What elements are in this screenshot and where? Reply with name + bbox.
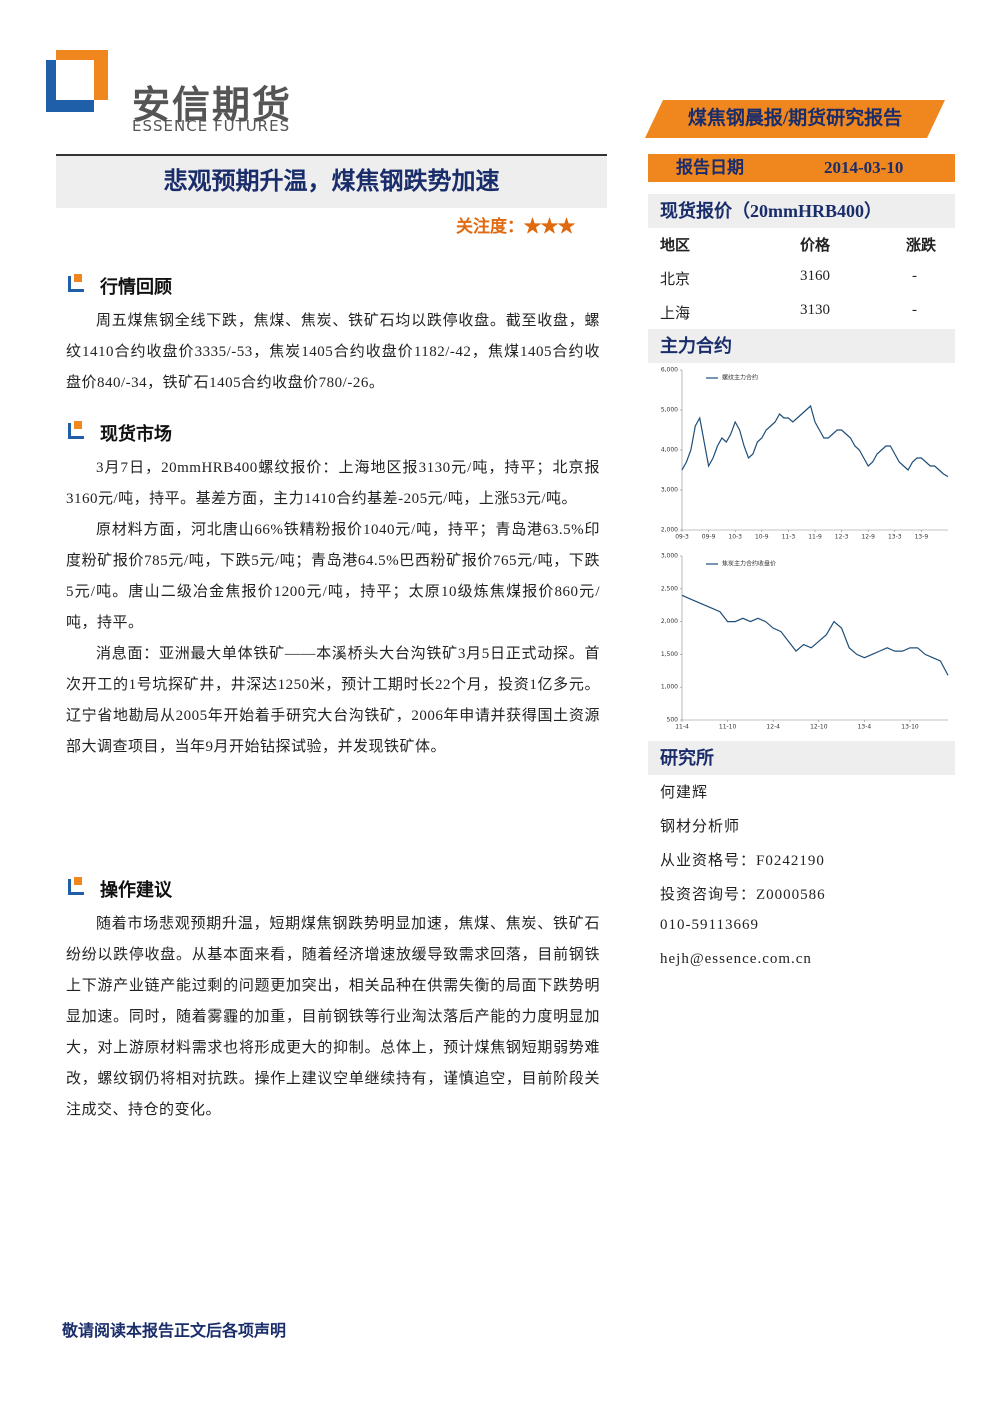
x-tick-label: 11-10	[719, 724, 737, 731]
y-tick-label: 2,500	[661, 585, 678, 592]
attention: 关注度：★★★	[456, 217, 575, 236]
research-line: 010-59113669	[660, 917, 759, 933]
y-tick-label: 3,000	[661, 553, 678, 560]
section-heading: 操作建议	[100, 880, 172, 900]
section-heading: 行情回顾	[100, 277, 172, 297]
table-header: 涨跌	[906, 238, 937, 254]
y-tick-label: 500	[667, 717, 679, 724]
report-tag: 煤焦钢晨报/期货研究报告	[645, 100, 945, 138]
x-tick-label: 13-3	[888, 534, 902, 541]
paragraph: 周五煤焦钢全线下跌，焦煤、焦炭、铁矿石均以跌停收盘。截至收盘，螺纹1410合约收…	[66, 313, 600, 391]
y-tick-label: 2,000	[661, 527, 678, 534]
x-tick-label: 13-4	[858, 724, 872, 731]
research-line: 从业资格号：F0242190	[660, 853, 825, 869]
legend-label: 焦炭主力合约收盘价	[722, 560, 776, 568]
logo-cn: 安信期货	[132, 83, 293, 127]
research-line: 何建辉	[660, 785, 709, 801]
section-icon-accent	[74, 274, 82, 282]
footer: 敬请阅读本报告正文后各项声明	[62, 1323, 287, 1340]
x-tick-label: 12-10	[810, 724, 828, 731]
table-cell: 上海	[660, 306, 691, 322]
y-tick-label: 1,000	[661, 684, 678, 691]
section-icon-accent	[74, 877, 82, 885]
x-tick-label: 10-3	[728, 534, 742, 541]
legend-label: 螺纹主力合约	[722, 374, 758, 382]
paragraph: 随着市场悲观预期升温，短期煤焦钢跌势明显加速，焦煤、焦炭、铁矿石纷纷以跌停收盘。…	[66, 916, 600, 1118]
x-tick-label: 12-3	[835, 534, 849, 541]
table-header: 地区	[660, 238, 691, 254]
research-line: 钢材分析师	[660, 819, 741, 835]
research-heading: 研究所	[648, 741, 955, 775]
line-series	[681, 594, 949, 676]
y-tick-label: 6,000	[661, 367, 678, 374]
x-tick-label: 11-9	[808, 534, 822, 541]
y-tick-label: 2,000	[661, 618, 678, 625]
x-tick-label: 13-9	[915, 534, 929, 541]
table-header: 价格	[800, 238, 831, 254]
logo-mark	[46, 50, 108, 112]
y-tick-label: 4,000	[661, 447, 678, 454]
table-cell: 3160	[800, 268, 830, 284]
y-tick-label: 5,000	[661, 407, 678, 414]
x-tick-label: 11-3	[782, 534, 796, 541]
section-icon	[68, 879, 84, 895]
research-line: hejh@essence.com.cn	[660, 951, 812, 967]
chart: 2,000 3,000 4,000 5,000 6,000 09-3 09-9 10-3 10-…	[661, 367, 949, 541]
research-line: 投资咨询号：Z0000586	[660, 887, 826, 903]
table-cell: 北京	[660, 272, 691, 288]
date-bar: 报告日期 2014-03-10	[648, 154, 955, 182]
x-tick-label: 10-9	[755, 534, 769, 541]
section-icon	[68, 423, 84, 439]
date-label: 报告日期	[676, 158, 744, 177]
y-tick-label: 1,500	[661, 651, 678, 658]
table-cell: -	[912, 268, 917, 284]
x-tick-label: 09-3	[675, 534, 689, 541]
spot-heading: 现货报价（20mmHRB400）	[648, 194, 955, 228]
section-heading: 现货市场	[100, 424, 172, 444]
x-tick-label: 12-9	[861, 534, 875, 541]
date: 2014-03-10	[824, 158, 904, 177]
x-tick-label: 09-9	[702, 534, 716, 541]
paragraph: 原材料方面，河北唐山66%铁精粉报价1040元/吨，持平；青岛港63.5%印度粉…	[66, 522, 600, 631]
x-tick-label: 11-4	[675, 724, 689, 731]
section-icon-accent	[74, 421, 82, 429]
x-tick-label: 12-4	[766, 724, 780, 731]
title: 悲观预期升温，煤焦钢跌势加速	[56, 154, 607, 208]
line-series	[681, 404, 949, 478]
paragraph: 3月7日，20mmHRB400螺纹报价：上海地区报3130元/吨，持平；北京报3…	[66, 460, 600, 507]
chart: 500 1,000 1,500 2,000 2,500 3,000 11-4 11-10 12-…	[661, 553, 949, 731]
table-cell: -	[912, 302, 917, 318]
table-cell: 3130	[800, 302, 830, 318]
y-tick-label: 3,000	[661, 487, 678, 494]
section-icon	[68, 276, 84, 292]
logo-en: ESSENCE FUTURES	[132, 117, 291, 135]
x-tick-label: 13-10	[901, 724, 919, 731]
main-contract-heading: 主力合约	[648, 329, 955, 363]
paragraph: 消息面：亚洲最大单体铁矿——本溪桥头大台沟铁矿3月5日正式动探。首次开工的1号坑…	[66, 646, 600, 755]
